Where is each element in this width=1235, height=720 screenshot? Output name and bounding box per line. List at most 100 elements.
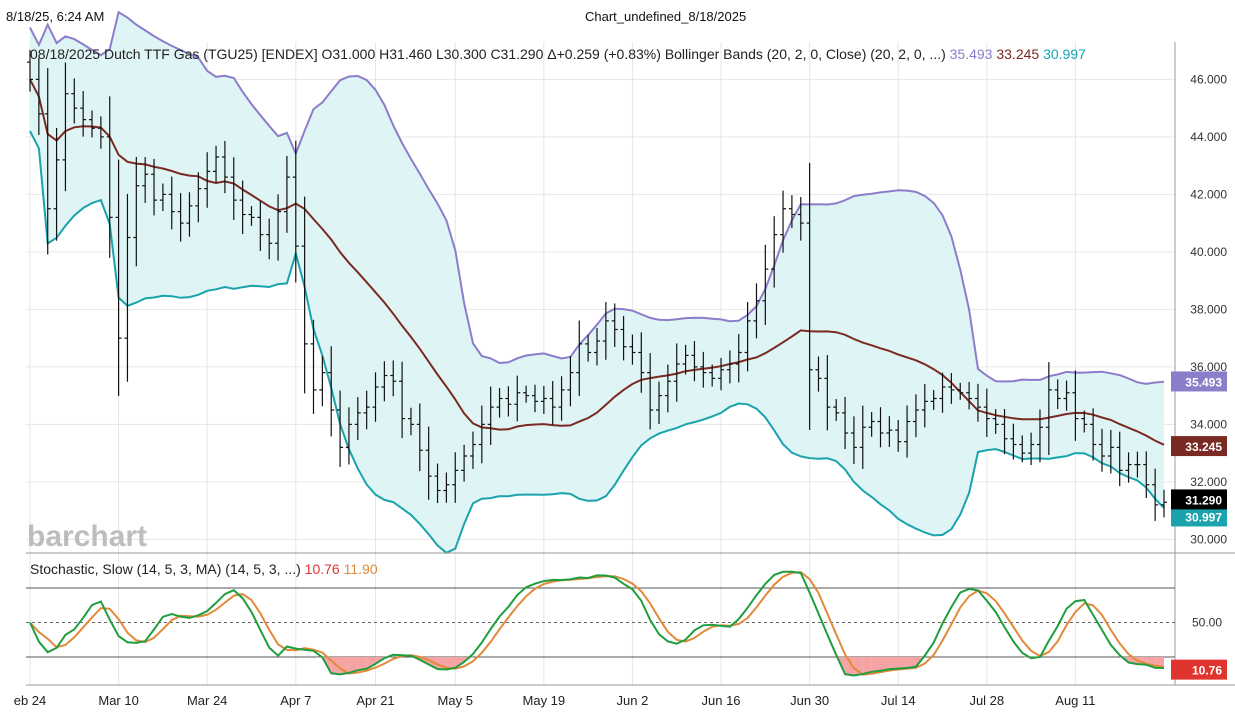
ohlc-bar [531,384,538,413]
ohlc-bar [186,192,193,237]
x-tick-label: May 19 [523,693,566,708]
ohlc-bar [895,419,902,452]
x-tick-label: May 5 [438,693,473,708]
ohlc-bar [611,303,618,347]
ohlc-bars [27,49,1167,521]
ohlc-bar [1161,489,1167,518]
ohlc-bar [1090,408,1097,461]
x-tick-label: Apr 21 [356,693,394,708]
ohlc-bar [558,376,565,421]
ohlc-bar [859,405,866,469]
ohlc-bar [1107,429,1114,474]
ohlc-bar [788,195,795,229]
ohlc-bar [443,472,450,503]
y-tick-label: 44.000 [1190,130,1227,144]
ohlc-bar [1001,409,1008,455]
ohlc-bar [620,315,627,361]
print-datetime: 8/18/25, 6:24 AM [6,9,105,24]
ohlc-bar [478,405,485,464]
ohlc-bar [1081,410,1088,433]
ohlc-bar [151,158,158,216]
ohlc-bar [718,357,725,391]
ohlc-bar [514,375,521,422]
ohlc-bar [691,341,698,382]
indicator-params: (20, 2, 0, ...) [870,46,949,62]
y-tick-label: 38.000 [1190,302,1227,316]
stoch-oversold-fill [898,657,908,669]
stoch-params: (14, 5, 3, ...) [225,561,304,577]
middle-last-label-bg [1171,436,1227,457]
last-price-label: 31.290 [1185,493,1222,507]
ohlc-bar [319,356,326,407]
ohlc-bar [213,145,220,183]
ohlc-bar [585,334,592,362]
x-tick-label: Jun 2 [617,693,649,708]
ohlc-bar [983,388,990,438]
ohlc-bar [1019,435,1026,463]
ohlc-bar [283,155,290,233]
bollinger-bands [29,10,1165,554]
middle-band-value: 33.245 [996,46,1043,62]
stoch-oversold-fill [889,657,899,670]
stoch-oversold-fill [455,657,465,668]
ohlc-bar [638,332,645,393]
ohlc-bar [1143,451,1150,499]
stoch-k-value: 10.76 [305,561,344,577]
y-tick-label: 36.000 [1190,360,1227,374]
ohlc-bar [912,394,919,438]
stoch-k-line [29,570,1165,677]
y-tick-label: 34.000 [1190,417,1227,431]
ohlc-bar [159,183,166,211]
ohlc-bar [744,302,751,372]
labels: barchart 08/18/2025 Dutch TTF Gas (TGU25)… [27,46,1227,553]
ohlc-bar [177,193,184,242]
ohlc-bar [434,463,441,504]
upper-last-label-bg [1171,371,1227,392]
ohlc-bar [27,49,33,92]
ohlc-bar [204,152,211,208]
x-tick-label: Mar 10 [98,693,138,708]
ohlc-bar [1098,428,1105,472]
ohlc-bar [124,193,131,382]
axes: 30.000 32.000 34.000 36.000 38.000 40.000 42.0… [14,42,1235,708]
ohlc-bar [496,387,503,418]
ohlc-bar [1063,380,1070,411]
ohlc-bar [372,372,379,422]
ohlc-bar [992,409,999,434]
ohlc-bar [80,91,87,137]
ohlc-bar [106,96,113,258]
ohlc-bar [363,390,370,430]
x-tick-label: Jul 14 [881,693,916,708]
x-tick-label: Jun 30 [790,693,829,708]
stoch-oversold-fill [871,657,881,672]
ohlc-bar [301,196,308,394]
ohlc-bar [44,68,51,255]
ohlc-bar [771,216,778,288]
ohlc-bar [1134,451,1141,478]
ohlc-bar [328,346,335,437]
ohlc-bar [974,383,981,422]
x-tick-label: Aug 11 [1055,693,1095,708]
ohlc-bar [266,218,273,260]
ohlc-bar [1116,431,1123,487]
ohlc-bar [195,172,202,223]
ohlc-bar [1045,362,1052,456]
ohlc-bar [133,156,140,267]
ohlc-bar [230,157,237,220]
ohlc-bar [1028,432,1035,466]
ohlc-bar [416,403,423,472]
ohlc-bar [469,431,476,469]
ohlc-bar [629,334,636,365]
ohlc-bar [594,328,600,366]
ohlc-bar [452,452,459,503]
stoch-oversold-fill [862,657,872,675]
ohlc-bar [275,194,282,261]
stoch-oversold-fill [845,657,854,676]
print-title: Chart_undefined_8/18/2025 [585,9,747,24]
ohlc-bar [1036,409,1043,463]
ohlc-bar [505,386,512,417]
ohlc-bar [1010,423,1017,460]
stoch-label: Stochastic, Slow (14, 5, 3, MA) [30,561,225,577]
x-tick-label: Jul 28 [969,693,1004,708]
